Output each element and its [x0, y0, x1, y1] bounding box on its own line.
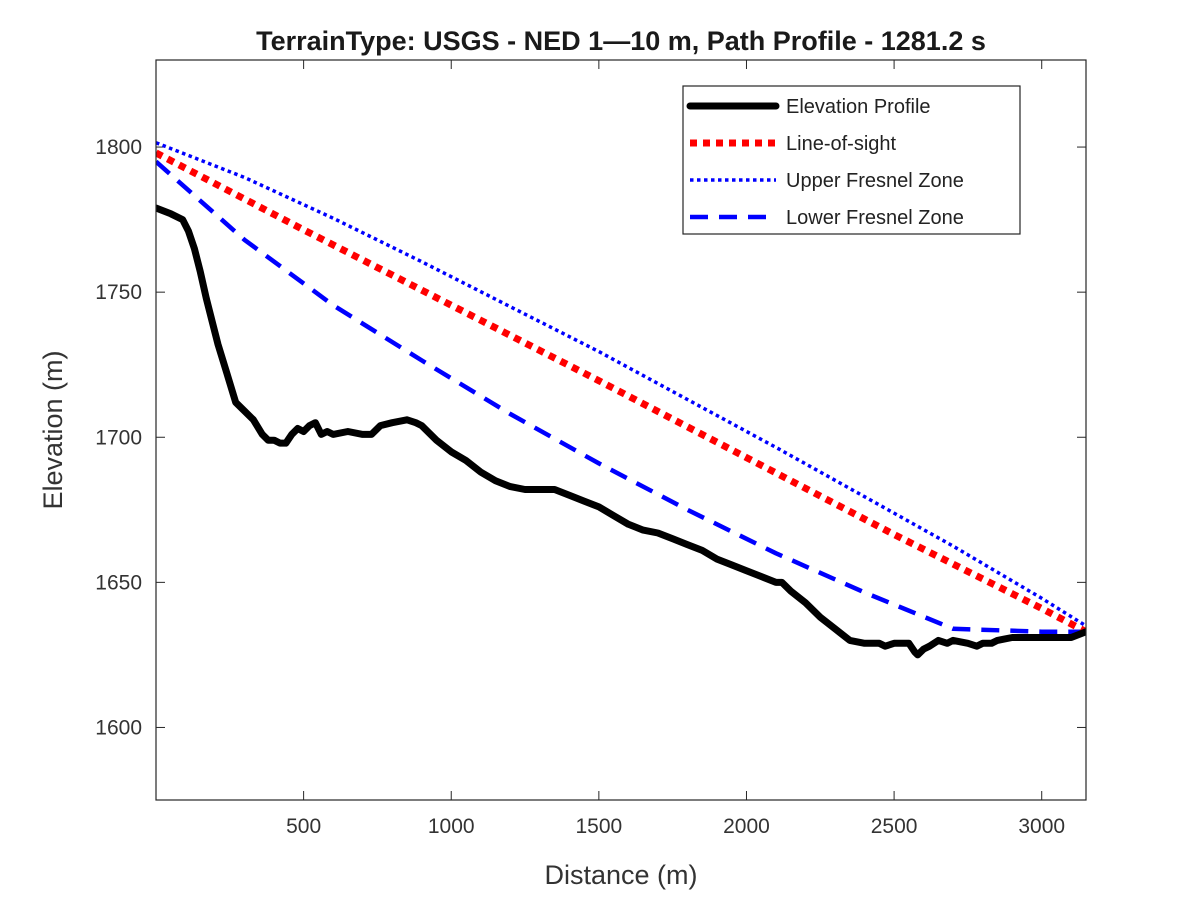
legend-label: Line-of-sight: [786, 133, 897, 155]
series-upper-fresnel-zone: [156, 141, 1086, 628]
y-tick-label: 1750: [95, 281, 142, 304]
x-tick-label: 1000: [428, 815, 475, 838]
x-tick-label: 500: [286, 815, 321, 838]
y-tick-label: 1700: [95, 426, 142, 449]
axis-ticks: [156, 60, 1086, 800]
legend-label: Elevation Profile: [786, 96, 931, 118]
series-line-of-sight: [156, 149, 1086, 635]
chart-title: TerrainType: USGS - NED 1—10 m, Path Pro…: [256, 26, 986, 56]
legend-label: Upper Fresnel Zone: [786, 170, 964, 192]
plot-frame: [155, 59, 1087, 801]
x-tick-label: 2000: [723, 815, 770, 838]
series-lower-fresnel-zone: [156, 159, 1086, 634]
series-layer: [156, 141, 1086, 659]
y-tick-labels: 1600 1650 1700 1750 1800: [95, 136, 142, 739]
y-tick-label: 1600: [95, 716, 142, 739]
legend-box: [682, 85, 1021, 235]
x-tick-label: 2500: [871, 815, 918, 838]
legend-label: Lower Fresnel Zone: [786, 207, 964, 229]
y-axis-label: Elevation (m): [38, 350, 68, 509]
legend: Elevation Profile Line-of-sight Upper Fres…: [682, 85, 1021, 235]
x-tick-label: 3000: [1018, 815, 1065, 838]
y-tick-label: 1800: [95, 136, 142, 159]
x-tick-label: 1500: [575, 815, 622, 838]
x-tick-labels: 500 1000 1500 2000 2500 3000: [286, 815, 1065, 838]
y-tick-label: 1650: [95, 571, 142, 594]
series-elevation-profile: [156, 204, 1086, 659]
x-axis-label: Distance (m): [544, 860, 697, 890]
